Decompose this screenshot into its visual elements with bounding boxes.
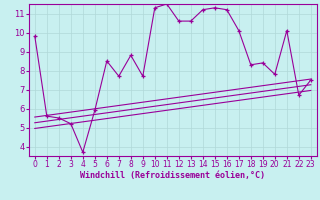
X-axis label: Windchill (Refroidissement éolien,°C): Windchill (Refroidissement éolien,°C) [80, 171, 265, 180]
